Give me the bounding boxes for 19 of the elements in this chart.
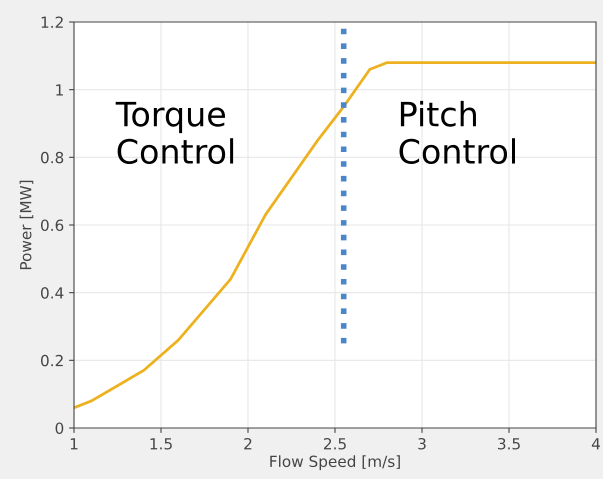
y-tick-label: 0 (56, 422, 64, 434)
x-tick-label: 2.5 (324, 438, 346, 450)
y-axis-title: Power [MW] (20, 180, 34, 270)
annotation: Torque Control (116, 102, 234, 164)
line-series (74, 61, 596, 410)
x-tick-label: 1.5 (150, 438, 172, 450)
x-tick-label: 2 (244, 438, 252, 450)
x-axis-title: Flow Speed [m/s] (270, 455, 400, 470)
y-tick-label: 0.2 (40, 354, 63, 366)
y-tick-label: 1.2 (42, 16, 63, 28)
annotation: Pitch Control (400, 100, 515, 164)
x-tick-label: 3.5 (498, 438, 520, 450)
y-tick-label: 0.6 (40, 219, 64, 232)
x-tick-label: 1 (70, 438, 78, 450)
y-tick-label: 0.4 (40, 287, 64, 299)
x-tick-label: 4 (592, 438, 600, 450)
y-tick-label: 0.8 (40, 152, 64, 164)
x-tick-label: 3 (418, 438, 426, 450)
y-tick-label: 1 (56, 84, 63, 96)
